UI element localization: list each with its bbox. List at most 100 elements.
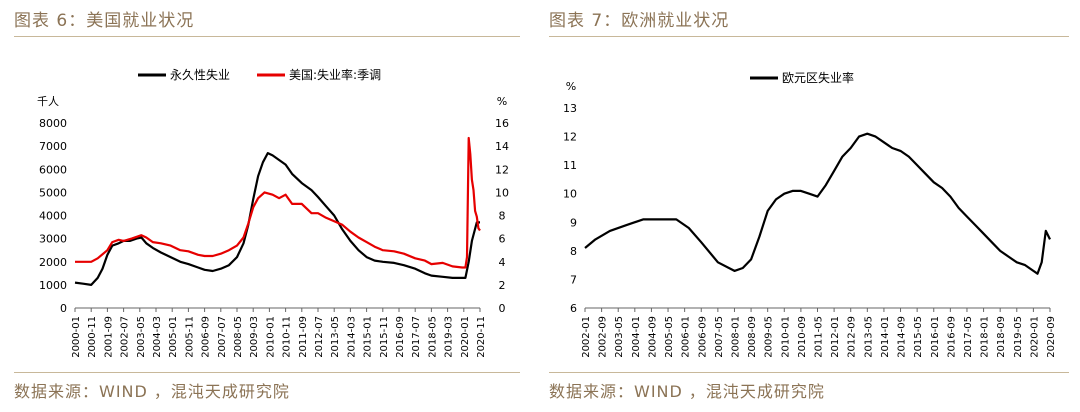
x-tick-label: 2015-01 bbox=[363, 316, 374, 358]
y2-axis-label: % bbox=[497, 95, 507, 108]
y2-tick-label: 4 bbox=[499, 256, 506, 269]
x-tick-label: 2016-09 bbox=[395, 316, 406, 358]
y-tick-label: 13 bbox=[563, 102, 577, 115]
y2-tick-label: 12 bbox=[495, 163, 509, 176]
x-tick-label: 2015-11 bbox=[379, 316, 390, 358]
x-tick-label: 2002-01 bbox=[581, 316, 592, 358]
source-rule bbox=[549, 372, 1069, 373]
x-tick-label: 2006-09 bbox=[201, 316, 212, 358]
x-tick-label: 2020-09 bbox=[1046, 316, 1057, 358]
x-tick-label: 2014-09 bbox=[897, 316, 908, 358]
y-tick-label: 6 bbox=[570, 302, 577, 315]
x-tick-label: 2008-01 bbox=[730, 316, 741, 358]
x-tick-label: 2007-07 bbox=[217, 316, 228, 358]
y2-tick-label: 6 bbox=[499, 233, 506, 246]
y-axis-label: % bbox=[566, 80, 576, 93]
x-tick-label: 2004-03 bbox=[152, 316, 163, 358]
y-tick-label: 12 bbox=[563, 131, 577, 144]
x-tick-label: 2010-11 bbox=[282, 316, 293, 358]
x-tick-label: 2020-01 bbox=[1029, 316, 1040, 358]
series-line-1 bbox=[74, 152, 480, 286]
x-tick-label: 2019-05 bbox=[1013, 316, 1024, 358]
x-tick-label: 2018-09 bbox=[996, 316, 1007, 358]
x-tick-label: 2020-11 bbox=[476, 316, 487, 358]
x-tick-label: 2000-01 bbox=[71, 316, 82, 358]
x-tick-label: 2014-03 bbox=[346, 316, 357, 358]
x-tick-label: 2018-01 bbox=[980, 316, 991, 358]
eurozone-employment-panel: 图表 7：欧洲就业状况 6 7 8 9 10 11 12 13% 2002-01 2002-09 2… bbox=[545, 0, 1080, 412]
x-tick-label: 2009-05 bbox=[764, 316, 775, 358]
legend-label: 永久性失业 bbox=[170, 67, 230, 82]
legend-label: 欧元区失业率 bbox=[782, 70, 854, 85]
x-tick-label: 2017-07 bbox=[411, 316, 422, 358]
x-tick-label: 2006-01 bbox=[681, 316, 692, 358]
title-rule bbox=[14, 36, 520, 37]
x-tick-label: 2015-05 bbox=[913, 316, 924, 358]
x-tick-label: 2012-01 bbox=[830, 316, 841, 358]
x-tick-label: 2003-05 bbox=[136, 316, 147, 358]
y-tick-label: 8 bbox=[570, 245, 577, 258]
y-tick-label: 6000 bbox=[39, 163, 67, 176]
y-tick-label: 2000 bbox=[39, 256, 67, 269]
x-tick-label: 2002-07 bbox=[120, 316, 131, 358]
x-tick-label: 2005-01 bbox=[168, 316, 179, 358]
y-tick-label: 1000 bbox=[39, 279, 67, 292]
x-tick-label: 2020-01 bbox=[460, 316, 471, 358]
x-tick-label: 2009-03 bbox=[249, 316, 260, 358]
y2-tick-label: 10 bbox=[495, 186, 509, 199]
source-rule bbox=[14, 372, 520, 373]
us-employment-chart: 0 1000 2000 3000 4000 5000 6000 7000 8000 千人 0 2 4 6 8… bbox=[37, 67, 509, 358]
x-tick-label: 2018-05 bbox=[427, 316, 438, 358]
y2-tick-label: 14 bbox=[495, 140, 509, 153]
x-tick-label: 2008-05 bbox=[233, 316, 244, 358]
y-tick-label: 5000 bbox=[39, 186, 67, 199]
x-tick-label: 2016-01 bbox=[930, 316, 941, 358]
series-line-1 bbox=[584, 132, 1051, 275]
x-tick-label: 2011-09 bbox=[298, 316, 309, 358]
data-source: 数据来源：WIND ，混沌天成研究院 bbox=[14, 382, 290, 401]
x-tick-label: 2002-09 bbox=[598, 316, 609, 358]
title-rule bbox=[549, 36, 1069, 37]
x-tick-label: 2005-11 bbox=[184, 316, 195, 358]
x-tick-label: 2011-05 bbox=[814, 316, 825, 358]
y-tick-label: 4000 bbox=[39, 210, 67, 223]
y-tick-label: 7000 bbox=[39, 140, 67, 153]
x-tick-label: 2013-05 bbox=[330, 316, 341, 358]
x-tick-label: 2010-01 bbox=[780, 316, 791, 358]
y-tick-label: 10 bbox=[563, 188, 577, 201]
y-tick-label: 3000 bbox=[39, 233, 67, 246]
x-tick-label: 2013-05 bbox=[863, 316, 874, 358]
legend-label: 美国:失业率:季调 bbox=[289, 67, 381, 82]
x-tick-label: 2001-09 bbox=[103, 316, 114, 358]
x-tick-label: 2004-09 bbox=[647, 316, 658, 358]
x-tick-label: 2007-05 bbox=[714, 316, 725, 358]
x-tick-label: 2003-05 bbox=[614, 316, 625, 358]
figure-title: 图表 6：美国就业状况 bbox=[14, 11, 195, 31]
x-tick-label: 2012-09 bbox=[847, 316, 858, 358]
x-tick-label: 2006-09 bbox=[697, 316, 708, 358]
y-tick-label: 9 bbox=[570, 216, 577, 229]
y2-tick-label: 0 bbox=[499, 302, 506, 315]
y-axis-label: 千人 bbox=[37, 95, 59, 108]
x-tick-label: 2016-09 bbox=[946, 316, 957, 358]
y2-tick-label: 8 bbox=[499, 210, 506, 223]
y-tick-label: 7 bbox=[570, 273, 577, 286]
x-tick-label: 2014-01 bbox=[880, 316, 891, 358]
x-tick-label: 2010-01 bbox=[265, 316, 276, 358]
x-tick-label: 2012-07 bbox=[314, 316, 325, 358]
figure-title: 图表 7：欧洲就业状况 bbox=[549, 11, 730, 31]
series-line-2 bbox=[75, 136, 481, 269]
x-tick-label: 2010-09 bbox=[797, 316, 808, 358]
x-tick-label: 2019-03 bbox=[444, 316, 455, 358]
eurozone-unemployment-chart: 6 7 8 9 10 11 12 13% 2002-01 2002-09 2003-05 2004-0… bbox=[563, 70, 1057, 358]
x-tick-label: 2017-05 bbox=[963, 316, 974, 358]
x-tick-label: 2005-05 bbox=[664, 316, 675, 358]
y-tick-label: 0 bbox=[60, 302, 67, 315]
y2-tick-label: 2 bbox=[499, 279, 506, 292]
y-tick-label: 8000 bbox=[39, 117, 67, 130]
data-source: 数据来源：WIND ，混沌天成研究院 bbox=[549, 382, 825, 401]
x-tick-label: 2004-01 bbox=[631, 316, 642, 358]
y2-tick-label: 16 bbox=[495, 117, 509, 130]
us-employment-panel: 图表 6：美国就业状况 0 1000 2000 3000 4000 5000 6000 700… bbox=[0, 0, 530, 412]
y-tick-label: 11 bbox=[563, 159, 577, 172]
